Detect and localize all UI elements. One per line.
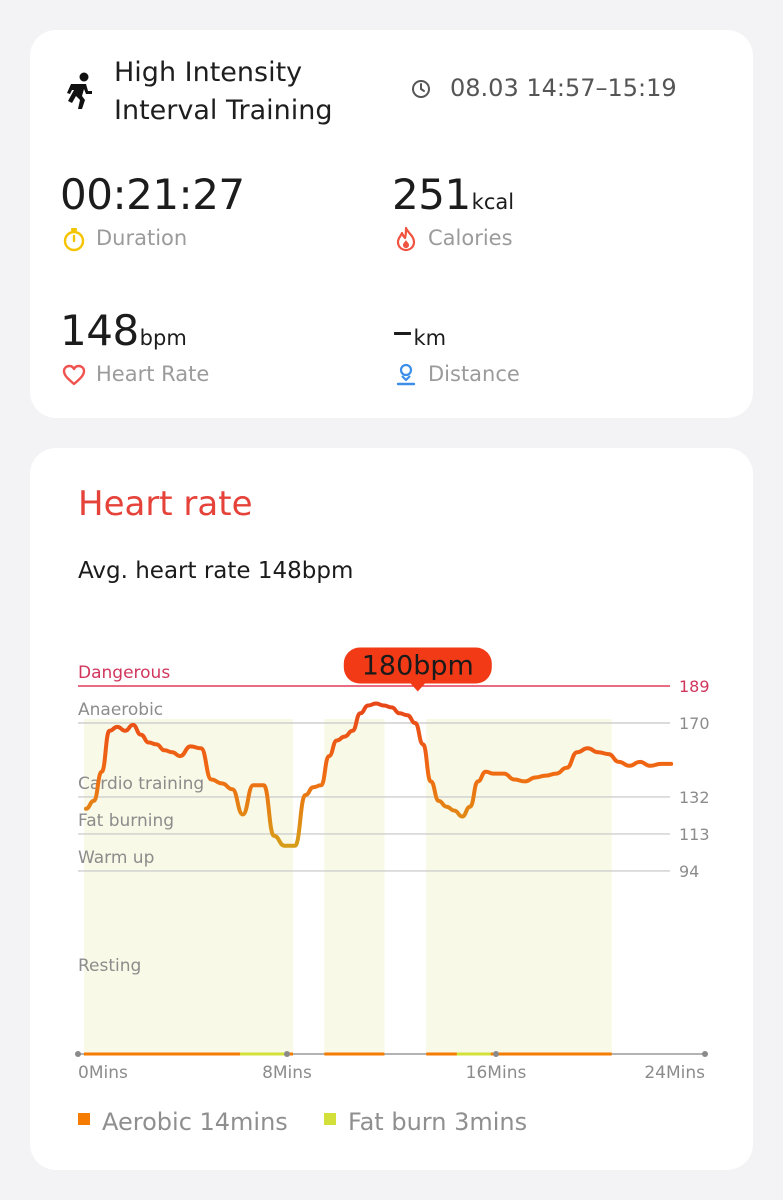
cardio-training-zone-label: Cardio training bbox=[78, 774, 204, 794]
workout-summary-card: High Intensity Interval Training 08.03 1… bbox=[30, 30, 753, 418]
heart-rate-title: Heart rate bbox=[78, 484, 253, 524]
dangerous-zone-label: Dangerous bbox=[78, 663, 170, 683]
dangerous-value-label: 189 bbox=[679, 677, 710, 696]
duration-label: Duration bbox=[96, 226, 188, 250]
zone-band-1 bbox=[324, 718, 385, 1054]
x-tick-label-2: 16Mins bbox=[466, 1063, 527, 1083]
aerobic-legend-label: Aerobic 14mins bbox=[102, 1108, 288, 1136]
warm-up-zone-label: Warm up bbox=[78, 848, 154, 868]
clock-icon bbox=[412, 80, 430, 98]
fat-burn-legend-label: Fat burn 3mins bbox=[348, 1108, 528, 1136]
x-tick-label-0: 0Mins bbox=[78, 1063, 128, 1083]
heart-rate-unit: bpm bbox=[139, 326, 187, 350]
x-tick-dot-3 bbox=[702, 1051, 708, 1057]
distance-unit: km bbox=[413, 326, 447, 350]
calories-label: Calories bbox=[428, 226, 513, 250]
x-tick-dot-1 bbox=[284, 1051, 290, 1057]
heart-icon bbox=[62, 364, 86, 386]
heart-rate-stat: 148bpm bbox=[60, 306, 187, 356]
calories-stat: 251kcal bbox=[392, 170, 514, 220]
resting-zone-label: Resting bbox=[78, 956, 141, 976]
zone-band-0 bbox=[84, 718, 293, 1054]
anaerobic-zone-label: Anaerobic bbox=[78, 700, 163, 720]
distance-value: – bbox=[392, 306, 413, 355]
heart-rate-value: 148 bbox=[60, 306, 139, 355]
heart-rate-line bbox=[84, 701, 674, 848]
duration-stat: 00:21:27 bbox=[60, 170, 245, 220]
fat-burn-legend-swatch bbox=[324, 1113, 336, 1125]
x-tick-label-3: 24Mins bbox=[644, 1063, 705, 1083]
calories-unit: kcal bbox=[471, 190, 515, 214]
peak-bubble-pointer bbox=[409, 682, 426, 692]
distance-stat: –km bbox=[392, 306, 446, 356]
x-tick-dot-2 bbox=[493, 1051, 499, 1057]
workout-title-line2: Interval Training bbox=[114, 95, 333, 126]
calories-value: 251 bbox=[392, 170, 471, 219]
heart-rate-card: Heart rate Avg. heart rate 148bpm Danger… bbox=[30, 448, 753, 1170]
map-pin-icon bbox=[396, 363, 416, 386]
cardio-training-value-label: 132 bbox=[679, 788, 710, 807]
workout-time-range: 08.03 14:57–15:19 bbox=[450, 74, 677, 102]
x-tick-dot-0 bbox=[75, 1051, 81, 1057]
fat-burning-zone-label: Fat burning bbox=[78, 811, 174, 831]
flame-icon bbox=[396, 226, 416, 252]
zone-band-2 bbox=[426, 718, 612, 1054]
stopwatch-icon bbox=[63, 228, 85, 252]
workout-title: High Intensity Interval Training bbox=[114, 54, 374, 130]
fat-burning-value-label: 113 bbox=[679, 825, 710, 844]
distance-label: Distance bbox=[428, 362, 520, 386]
anaerobic-value-label: 170 bbox=[679, 714, 710, 733]
warm-up-value-label: 94 bbox=[679, 862, 699, 881]
duration-value: 00:21:27 bbox=[60, 170, 245, 219]
running-person-icon bbox=[67, 72, 92, 109]
aerobic-legend-swatch bbox=[78, 1113, 90, 1125]
x-tick-label-1: 8Mins bbox=[262, 1063, 312, 1083]
peak-value-label: 180bpm bbox=[362, 651, 474, 682]
heart-rate-chart: Dangerous 189 Anaerobic 170 Cardio training 1… bbox=[75, 647, 710, 1083]
average-heart-rate: Avg. heart rate 148bpm bbox=[78, 558, 354, 584]
heart-rate-label: Heart Rate bbox=[96, 362, 210, 386]
workout-title-line1: High Intensity bbox=[114, 57, 303, 88]
peak-bubble bbox=[343, 647, 492, 684]
